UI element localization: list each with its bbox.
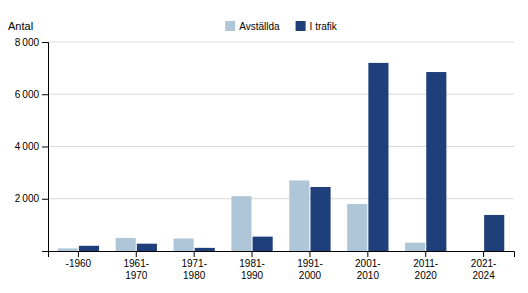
bar	[137, 244, 157, 251]
tick-label: 2001-2010	[355, 258, 381, 281]
tick: 2021-2024	[471, 251, 497, 281]
tick-label: 1961-1970	[123, 258, 149, 281]
tick-label: 8 000	[15, 37, 40, 48]
tick-label-line: -1960	[66, 258, 92, 269]
tick: 1961-1970	[123, 251, 149, 281]
bar	[484, 215, 504, 251]
tick: 2001-2010	[355, 251, 381, 281]
tick-mark	[42, 42, 48, 43]
tick: 6 000	[15, 89, 48, 100]
bar	[231, 196, 251, 251]
tick: 1971-1980	[181, 251, 207, 281]
tick-mark	[42, 147, 48, 148]
bar	[368, 63, 388, 251]
bar	[174, 238, 194, 251]
bar	[426, 72, 446, 251]
legend-swatch	[225, 21, 235, 31]
plot: 2 0004 0006 0008 000-19601961-19701971-1…	[15, 37, 515, 281]
y-label: Antal	[8, 20, 33, 32]
legend-item: Avställda	[225, 21, 280, 32]
tick-mark	[252, 251, 253, 257]
tick-label-line: 1980	[183, 270, 206, 281]
x-axis: -19601961-19701971-19801981-19901991-200…	[49, 251, 515, 281]
tick: 1981-1990	[239, 251, 265, 281]
grid-line	[48, 42, 514, 43]
tick-label: 1981-1990	[239, 258, 265, 281]
legend-label: Avställda	[239, 21, 280, 32]
legend-label: I trafik	[310, 21, 338, 32]
legend-swatch	[296, 21, 306, 31]
legend-item: I trafik	[296, 21, 338, 32]
tick-mark	[78, 251, 79, 257]
axis-line	[49, 252, 515, 258]
tick: 2 000	[15, 193, 48, 204]
bars	[58, 63, 505, 251]
tick-label-line: 1971-	[181, 258, 207, 269]
bar	[116, 238, 136, 251]
legend: Avställda I trafik	[225, 21, 338, 32]
tick-label-line: 2020	[415, 270, 438, 281]
tick-mark	[483, 251, 484, 257]
tick-mark	[425, 251, 426, 257]
tick-label-line: 1991-	[297, 258, 323, 269]
tick-label-line: 2010	[357, 270, 380, 281]
series	[79, 63, 504, 251]
tick-label-line: 1970	[125, 270, 148, 281]
bar	[463, 251, 483, 252]
bar	[79, 246, 99, 251]
tick: 2011-2020	[413, 251, 438, 281]
tick-label-line: 1981-	[239, 258, 265, 269]
tick-label: 1991-2000	[297, 258, 323, 281]
tick-mark	[42, 94, 48, 95]
tick: 1991-2000	[297, 251, 323, 281]
bar	[253, 237, 273, 251]
tick-label-line: 1990	[241, 270, 264, 281]
tick-label-line: 2000	[299, 270, 322, 281]
tick: 8 000	[15, 37, 48, 48]
tick-label: 4 000	[15, 141, 40, 152]
tick-label-line: 2021-	[471, 258, 497, 269]
tick-mark	[309, 251, 310, 257]
tick-label-line: 2011-	[413, 258, 438, 269]
bar	[58, 248, 78, 251]
chart: 2 0004 0006 0008 000-19601961-19701971-1…	[0, 0, 528, 293]
bar	[195, 248, 215, 251]
tick: 4 000	[15, 141, 48, 152]
y-axis: 2 000 4 000 6 000 8 000	[15, 37, 49, 252]
tick-label: 2021-2024	[471, 258, 497, 281]
tick-label: -1960	[66, 258, 92, 269]
tick-mark	[136, 251, 137, 257]
tick-label: 2 000	[15, 193, 40, 204]
tick-mark	[194, 251, 195, 257]
bar	[405, 243, 425, 251]
tick-label: 6 000	[15, 89, 40, 100]
axis-line	[42, 43, 49, 252]
tick-label-line: 1961-	[123, 258, 149, 269]
tick-mark	[367, 251, 368, 257]
tick-label: 1971-1980	[181, 258, 207, 281]
tick-label-line: 2001-	[355, 258, 381, 269]
tick: -1960	[66, 251, 92, 269]
tick-label: 2011-2020	[413, 258, 438, 281]
tick-label-line: 2024	[472, 270, 495, 281]
bar	[347, 204, 367, 251]
tick-mark	[42, 199, 48, 200]
bar	[289, 180, 309, 251]
bar	[310, 187, 330, 251]
